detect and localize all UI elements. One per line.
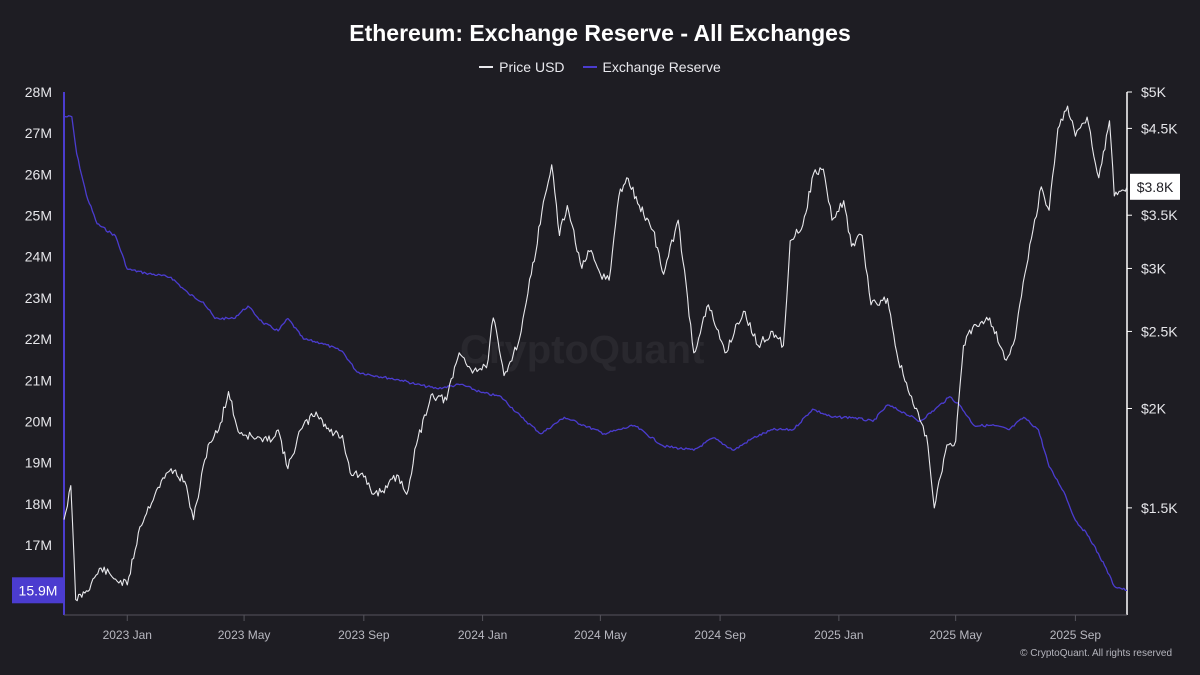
chart-legend: Price USD Exchange Reserve [0, 59, 1200, 75]
left-tick-label: 22M [25, 331, 52, 347]
right-tick-label: $2.5K [1141, 323, 1178, 339]
legend-label-price: Price USD [499, 59, 565, 75]
x-tick-label: 2025 May [929, 628, 982, 642]
legend-swatch-price [479, 66, 494, 68]
left-tick-label: 20M [25, 413, 52, 429]
reserve-current-badge [12, 577, 64, 604]
x-tick-label: 2024 Sep [694, 628, 746, 642]
x-tick-label: 2023 Sep [338, 628, 390, 642]
series-line-exchange-reserve [64, 115, 1128, 592]
x-tick-label: 2025 Jan [814, 628, 863, 642]
x-tick-label: 2024 Jan [458, 628, 507, 642]
series-line-price-usd [63, 105, 1128, 602]
right-tick-label: $1.5K [1141, 500, 1178, 516]
watermark-logo: CryptoQuant [460, 328, 705, 372]
left-tick-label: 18M [25, 496, 52, 512]
left-tick-label: 23M [25, 290, 52, 306]
chart-title: Ethereum: Exchange Reserve - All Exchang… [349, 20, 851, 46]
left-tick-label: 17M [25, 537, 52, 553]
legend-item-price[interactable]: Price USD [479, 59, 565, 75]
right-tick-label: $5K [1141, 84, 1167, 100]
price-current-label: $3.8K [1137, 179, 1174, 195]
right-tick-label: $3K [1141, 260, 1167, 276]
left-tick-label: 25M [25, 208, 52, 224]
left-tick-label: 27M [25, 125, 52, 141]
x-tick-label: 2025 Sep [1050, 628, 1102, 642]
left-tick-label: 21M [25, 372, 52, 388]
legend-label-reserve: Exchange Reserve [602, 59, 721, 75]
x-tick-label: 2024 May [574, 628, 627, 642]
left-tick-label: 19M [25, 455, 52, 471]
right-tick-label: $2K [1141, 400, 1167, 416]
reserve-current-label: 15.9M [19, 582, 58, 598]
copyright-footer: © CryptoQuant. All rights reserved [1020, 648, 1172, 659]
legend-item-reserve[interactable]: Exchange Reserve [582, 59, 721, 75]
legend-swatch-reserve [582, 66, 597, 68]
x-tick-label: 2023 Jan [103, 628, 152, 642]
right-tick-label: $4.5K [1141, 120, 1178, 136]
x-tick-label: 2023 May [218, 628, 271, 642]
price-current-badge [1130, 173, 1180, 200]
right-tick-label: $3.5K [1141, 207, 1178, 223]
left-tick-label: 26M [25, 166, 52, 182]
left-tick-label: 28M [25, 84, 52, 100]
left-tick-label: 24M [25, 249, 52, 265]
